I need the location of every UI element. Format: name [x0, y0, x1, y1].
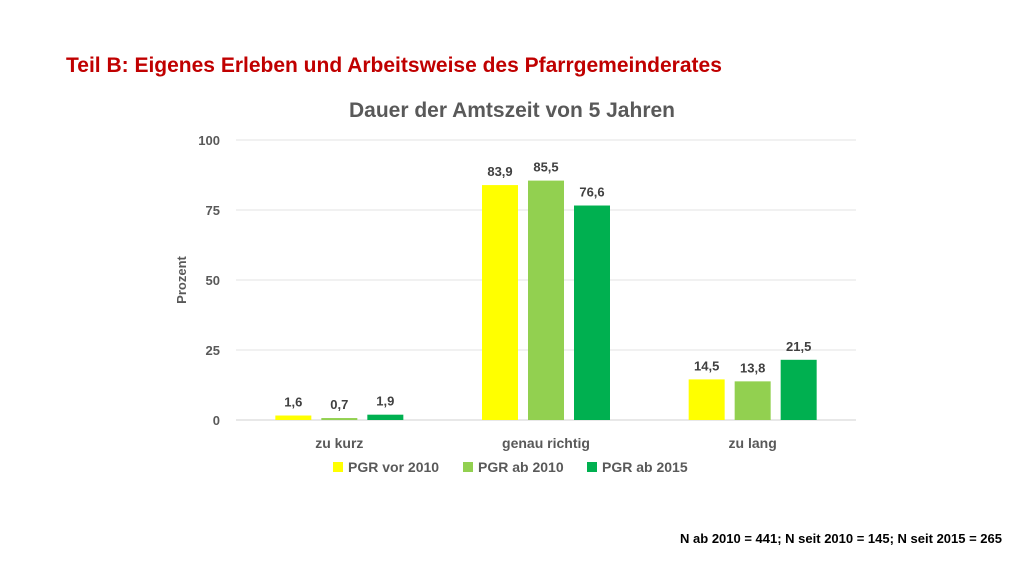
y-axis-label: Prozent: [174, 255, 189, 303]
legend-swatch: [587, 462, 597, 472]
category-label: zu lang: [729, 435, 777, 451]
y-tick-label: 0: [213, 413, 220, 428]
data-label: 21,5: [786, 339, 811, 354]
legend: PGR vor 2010 PGR ab 2010 PGR ab 2015: [333, 459, 688, 475]
category-label: genau richtig: [502, 435, 590, 451]
data-label: 1,6: [284, 395, 302, 410]
sample-size-footnote: N ab 2010 = 441; N seit 2010 = 145; N se…: [680, 531, 1002, 546]
legend-label: PGR ab 2010: [478, 459, 564, 475]
bar: [688, 379, 725, 420]
legend-label: PGR ab 2015: [602, 459, 688, 475]
y-tick-label: 75: [206, 203, 220, 218]
data-label: 76,6: [579, 185, 604, 200]
y-tick-label: 50: [206, 273, 220, 288]
bar: [275, 415, 312, 420]
bars: [275, 180, 817, 420]
bar: [482, 185, 518, 420]
category-label: zu kurz: [315, 435, 363, 451]
legend-label: PGR vor 2010: [348, 459, 439, 475]
data-label: 13,8: [740, 360, 765, 375]
legend-swatch: [333, 462, 343, 472]
y-tick-labels: 0 25 50 75 100: [198, 133, 220, 428]
slide-title: Teil B: Eigenes Erleben und Arbeitsweise…: [66, 54, 722, 77]
data-labels: 1,6 0,7 1,9 83,9 85,5 76,6 14,5 13,8 21,5: [284, 160, 811, 412]
chart-title: Dauer der Amtszeit von 5 Jahren: [349, 99, 675, 122]
bar: [780, 359, 817, 420]
legend-swatch: [463, 462, 473, 472]
y-tick-label: 25: [206, 343, 220, 358]
data-label: 85,5: [533, 160, 558, 175]
bar: [367, 414, 404, 420]
bar: [734, 381, 771, 420]
bar: [528, 180, 564, 420]
data-label: 1,9: [376, 394, 394, 409]
data-label: 83,9: [487, 164, 512, 179]
data-label: 0,7: [330, 397, 348, 412]
bar: [321, 418, 358, 420]
y-tick-label: 100: [198, 133, 220, 148]
category-labels: zu kurz genau richtig zu lang: [315, 435, 777, 451]
data-label: 14,5: [694, 358, 719, 373]
bar: [574, 205, 610, 420]
